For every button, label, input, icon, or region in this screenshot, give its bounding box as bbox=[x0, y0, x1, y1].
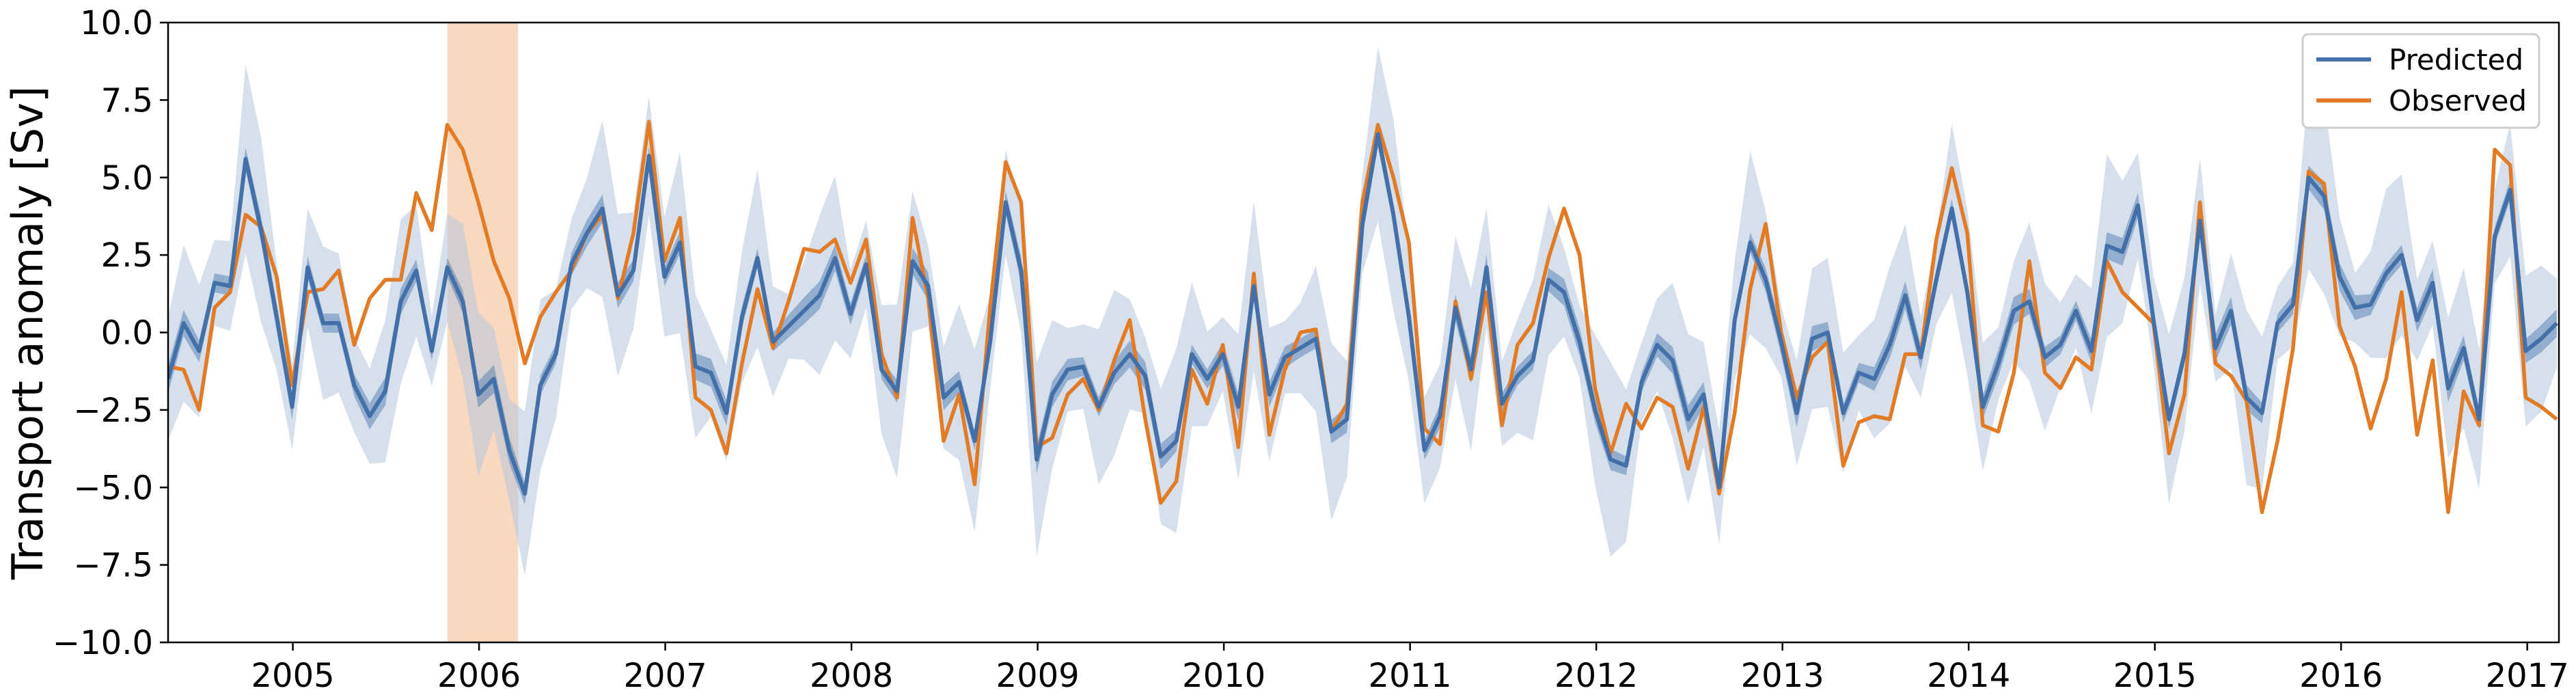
series-line-predicted bbox=[168, 132, 2558, 496]
predicted-uncertainty-band bbox=[168, 46, 2557, 576]
x-tick-label: 2012 bbox=[1554, 657, 1638, 695]
y-tick-label: −10.0 bbox=[53, 624, 153, 662]
y-tick-label: 0.0 bbox=[101, 314, 153, 353]
predicted-inner-band bbox=[168, 121, 2557, 505]
y-tick-label: 7.5 bbox=[101, 81, 153, 120]
y-tick-label: 2.5 bbox=[101, 236, 153, 275]
x-tick-label: 2009 bbox=[996, 657, 1080, 695]
x-tick-label: 2013 bbox=[1741, 657, 1824, 695]
legend-label-observed: Observed bbox=[2389, 84, 2527, 118]
plot-content bbox=[168, 23, 2558, 642]
x-tick-label: 2007 bbox=[624, 657, 707, 695]
x-tick-label: 2010 bbox=[1182, 657, 1265, 695]
x-tick-label: 2014 bbox=[1927, 657, 2010, 695]
plot-area bbox=[168, 23, 2558, 642]
axes: −10.0 −7.5 −5.0 −2.5 0.0 2.5 5.0 7.5 10.0 2005 200… bbox=[53, 4, 2569, 695]
y-tick-label: −7.5 bbox=[73, 547, 153, 585]
series-line-observed bbox=[168, 120, 2558, 515]
x-tick-label: 2015 bbox=[2113, 657, 2197, 695]
y-axis-label: Transport anomaly [Sv] bbox=[3, 86, 53, 580]
x-tick-label: 2017 bbox=[2486, 657, 2569, 695]
x-tick-label: 2006 bbox=[437, 657, 521, 695]
y-tick-label: −2.5 bbox=[73, 392, 153, 430]
x-tick-label: 2005 bbox=[251, 657, 335, 695]
x-tick-label: 2008 bbox=[810, 657, 893, 695]
y-tick-label: 10.0 bbox=[80, 4, 153, 42]
x-tick-label: 2011 bbox=[1369, 657, 1452, 695]
y-tick-label: −5.0 bbox=[73, 469, 153, 507]
y-tick-label: 5.0 bbox=[101, 159, 153, 197]
legend-label-predicted: Predicted bbox=[2389, 43, 2523, 77]
x-tick-label: 2016 bbox=[2299, 657, 2383, 695]
legend: Predicted Observed bbox=[2301, 33, 2540, 129]
